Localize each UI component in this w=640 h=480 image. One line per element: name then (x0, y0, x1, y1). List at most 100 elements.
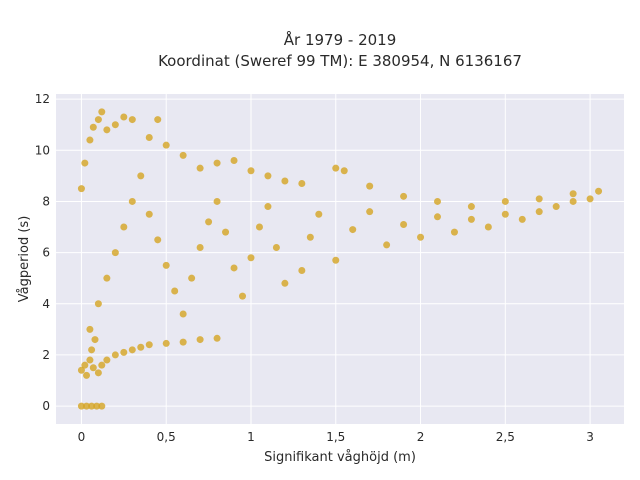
data-point (400, 220, 408, 228)
plot-background (56, 94, 624, 424)
data-point (98, 402, 106, 410)
data-point (264, 203, 272, 211)
data-point (298, 267, 306, 275)
data-point (83, 371, 91, 379)
data-point (450, 228, 458, 236)
data-point (98, 361, 106, 369)
data-point (89, 364, 97, 372)
data-point (433, 213, 441, 221)
data-point (569, 190, 577, 198)
y-tick-label: 8 (42, 194, 50, 208)
data-point (120, 223, 128, 231)
data-point (501, 197, 509, 205)
data-point (86, 325, 94, 333)
y-tick-label: 4 (42, 297, 50, 311)
data-point (196, 336, 204, 344)
data-point (205, 218, 213, 226)
y-tick-label: 2 (42, 348, 50, 362)
data-point (93, 402, 101, 410)
data-point (154, 236, 162, 244)
data-point (179, 151, 187, 159)
data-point (213, 334, 221, 342)
data-point (255, 223, 263, 231)
data-point (111, 351, 119, 359)
data-point (154, 116, 162, 124)
data-point (213, 197, 221, 205)
data-point (518, 215, 526, 223)
data-point (196, 243, 204, 251)
data-point (501, 210, 509, 218)
x-tick-label: 1,5 (326, 430, 345, 444)
data-point (595, 187, 603, 195)
data-point (264, 172, 272, 180)
chart-title-line-1: År 1979 - 2019 (284, 30, 397, 49)
data-point (272, 243, 280, 251)
data-point (162, 339, 170, 347)
data-point (467, 215, 475, 223)
y-tick-label: 0 (42, 399, 50, 413)
data-point (98, 108, 106, 116)
data-point (467, 203, 475, 211)
data-point (179, 310, 187, 318)
data-point (433, 197, 441, 205)
data-point (332, 256, 340, 264)
data-point (94, 300, 102, 308)
data-point (120, 348, 128, 356)
data-point (83, 402, 91, 410)
data-point (137, 343, 145, 351)
data-point (88, 346, 96, 354)
data-point (86, 356, 94, 364)
data-point (196, 164, 204, 172)
data-point (145, 210, 153, 218)
data-point (230, 264, 238, 272)
data-point (281, 279, 289, 287)
x-tick-label: 0,5 (157, 430, 176, 444)
data-point (569, 197, 577, 205)
data-point (128, 197, 136, 205)
data-point (77, 366, 85, 374)
data-point (247, 254, 255, 262)
y-tick-label: 6 (42, 246, 50, 260)
data-point (586, 195, 594, 203)
data-point (103, 356, 111, 364)
data-point (484, 223, 492, 231)
data-point (111, 249, 119, 257)
chart-title-line-2: Koordinat (Sweref 99 TM): E 380954, N 61… (158, 52, 522, 70)
x-axis-ticks: 0 0,5 1 1,5 2 2,5 3 (78, 430, 594, 444)
data-point (128, 346, 136, 354)
grid-lines (56, 94, 624, 424)
data-point (247, 167, 255, 175)
data-point (222, 228, 230, 236)
data-point (349, 226, 357, 234)
data-point (179, 338, 187, 346)
data-point (298, 180, 306, 188)
data-point (281, 177, 289, 185)
data-point (162, 141, 170, 149)
data-point (239, 292, 247, 300)
x-tick-label: 2,5 (496, 430, 515, 444)
data-point (340, 167, 348, 175)
data-point (230, 157, 238, 165)
data-point (94, 369, 102, 377)
x-tick-label: 3 (586, 430, 594, 444)
data-point (400, 192, 408, 200)
data-point (86, 136, 94, 144)
data-point (89, 123, 97, 131)
data-point (145, 133, 153, 141)
data-point (77, 402, 85, 410)
data-point (535, 195, 543, 203)
data-point (88, 402, 96, 410)
x-tick-label: 0 (78, 430, 86, 444)
x-axis-label: Signifikant våghöjd (m) (264, 450, 416, 465)
data-point (145, 341, 153, 349)
data-point (77, 185, 85, 193)
y-axis-ticks: 0 2 4 6 8 10 12 (35, 92, 50, 413)
x-tick-label: 2 (417, 430, 425, 444)
x-tick-label: 1 (247, 430, 255, 444)
data-point (332, 164, 340, 172)
data-point (213, 159, 221, 167)
data-point (366, 182, 374, 190)
data-point (171, 287, 179, 295)
data-point (128, 116, 136, 124)
